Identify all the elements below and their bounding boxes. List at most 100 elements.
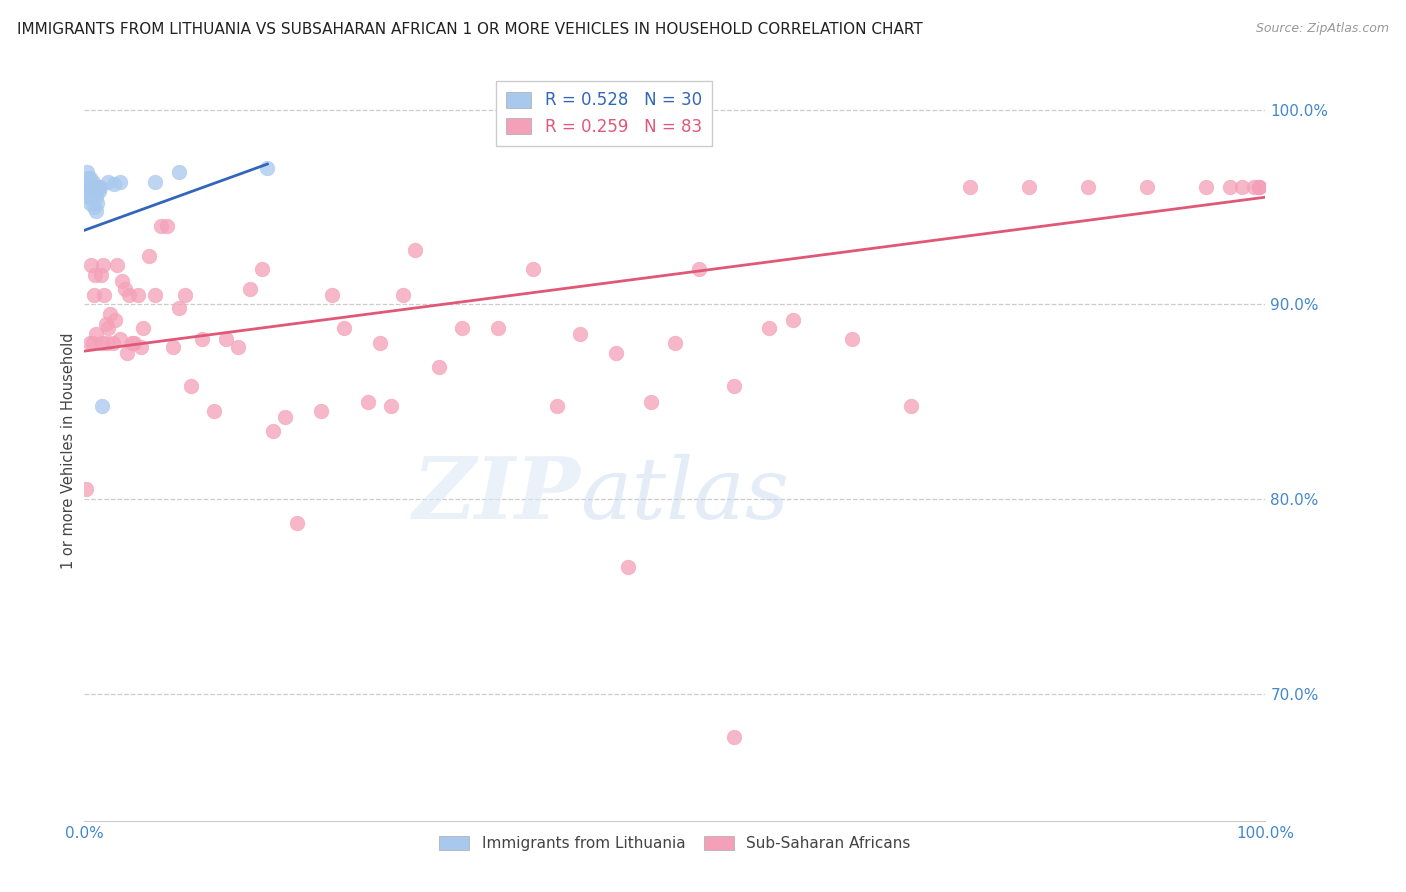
Point: [215, 333, 238, 347]
Point: [108, 333, 131, 347]
Point: [76, 165, 98, 179]
Point: [167, 301, 190, 316]
Point: [111, 274, 134, 288]
Point: [87, 185, 110, 199]
Point: [103, 177, 125, 191]
Point: [640, 394, 662, 409]
Point: [91, 336, 114, 351]
Point: [82, 185, 104, 199]
Point: [392, 287, 415, 301]
Point: [76, 177, 98, 191]
Point: [1219, 180, 1241, 194]
Point: [605, 346, 627, 360]
Point: [75, 180, 97, 194]
Point: [143, 287, 166, 301]
Point: [333, 320, 356, 334]
Point: [451, 320, 474, 334]
Text: atlas: atlas: [581, 453, 790, 536]
Point: [93, 287, 115, 301]
Point: [107, 259, 129, 273]
Point: [77, 185, 100, 199]
Point: [664, 336, 686, 351]
Point: [959, 180, 981, 194]
Y-axis label: 1 or more Vehicles in Household: 1 or more Vehicles in Household: [60, 332, 76, 569]
Point: [79, 196, 101, 211]
Point: [262, 424, 284, 438]
Point: [274, 410, 297, 425]
Point: [98, 307, 121, 321]
Legend: Immigrants from Lithuania, Sub-Saharan Africans: Immigrants from Lithuania, Sub-Saharan A…: [433, 830, 917, 857]
Point: [569, 326, 592, 341]
Point: [104, 313, 127, 327]
Point: [77, 190, 100, 204]
Point: [167, 165, 190, 179]
Text: Source: ZipAtlas.com: Source: ZipAtlas.com: [1256, 22, 1389, 36]
Point: [87, 180, 110, 194]
Point: [309, 404, 332, 418]
Point: [427, 359, 450, 374]
Point: [321, 287, 343, 301]
Point: [84, 268, 107, 282]
Point: [256, 161, 278, 175]
Point: [127, 287, 149, 301]
Point: [89, 180, 111, 194]
Point: [80, 190, 103, 204]
Point: [226, 340, 249, 354]
Point: [191, 333, 214, 347]
Point: [239, 282, 262, 296]
Text: IMMIGRANTS FROM LITHUANIA VS SUBSAHARAN AFRICAN 1 OR MORE VEHICLES IN HOUSEHOLD : IMMIGRANTS FROM LITHUANIA VS SUBSAHARAN …: [17, 22, 922, 37]
Point: [80, 180, 103, 194]
Point: [91, 259, 114, 273]
Point: [108, 175, 131, 189]
Point: [900, 399, 922, 413]
Point: [86, 196, 108, 211]
Point: [1136, 180, 1159, 194]
Point: [82, 336, 104, 351]
Point: [202, 404, 225, 418]
Point: [173, 287, 195, 301]
Point: [118, 287, 141, 301]
Text: ZIP: ZIP: [412, 453, 581, 537]
Point: [368, 336, 391, 351]
Point: [1243, 180, 1265, 194]
Point: [84, 326, 107, 341]
Point: [77, 180, 100, 194]
Point: [380, 399, 402, 413]
Point: [1077, 180, 1099, 194]
Point: [121, 336, 143, 351]
Point: [782, 313, 804, 327]
Point: [97, 175, 120, 189]
Point: [115, 346, 138, 360]
Point: [83, 287, 105, 301]
Point: [77, 180, 100, 194]
Point: [79, 170, 101, 185]
Point: [132, 320, 155, 334]
Point: [77, 175, 100, 189]
Point: [82, 175, 104, 189]
Point: [616, 560, 638, 574]
Point: [150, 219, 173, 234]
Point: [723, 379, 745, 393]
Point: [97, 320, 120, 334]
Point: [1230, 180, 1253, 194]
Point: [129, 340, 152, 354]
Point: [522, 262, 544, 277]
Point: [91, 399, 114, 413]
Point: [84, 180, 107, 194]
Point: [285, 516, 308, 530]
Point: [84, 203, 107, 218]
Point: [546, 399, 568, 413]
Point: [156, 219, 179, 234]
Point: [83, 188, 105, 202]
Point: [250, 262, 273, 277]
Point: [75, 483, 97, 497]
Point: [1249, 180, 1271, 194]
Point: [79, 336, 101, 351]
Point: [841, 333, 863, 347]
Point: [83, 200, 105, 214]
Point: [1249, 180, 1271, 194]
Point: [138, 249, 160, 263]
Point: [94, 317, 117, 331]
Point: [1195, 180, 1218, 194]
Point: [77, 170, 100, 185]
